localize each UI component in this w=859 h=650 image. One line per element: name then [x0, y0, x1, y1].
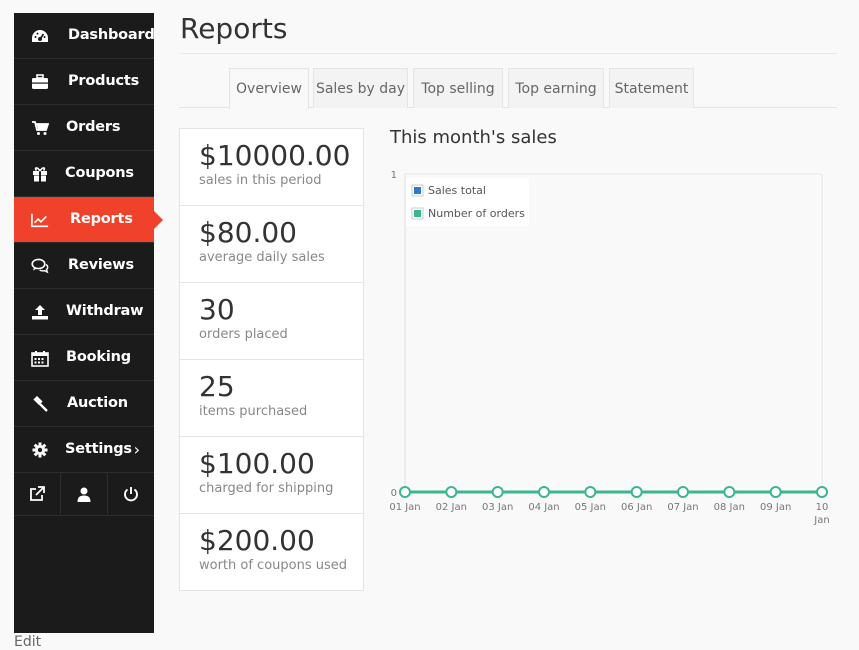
- stat-caption: items purchased: [199, 404, 308, 419]
- stat-caption: sales in this period: [199, 173, 322, 188]
- sidebar-item-reviews[interactable]: Reviews: [14, 243, 154, 289]
- stat-average-daily: $80.00 average daily sales: [180, 206, 363, 283]
- data-point: [816, 486, 828, 498]
- sidebar-item-orders[interactable]: Orders: [14, 105, 154, 151]
- data-point: [769, 486, 782, 498]
- sidebar-bottom-actions: [14, 473, 154, 516]
- x-tick-label: 09 Jan: [760, 502, 791, 513]
- legend-label: Sales total: [428, 184, 486, 197]
- edit-link[interactable]: Edit: [14, 634, 42, 650]
- y-tick-label: 0: [391, 488, 397, 499]
- briefcase-icon: [31, 73, 49, 91]
- sidebar-item-coupons[interactable]: Coupons: [14, 151, 154, 197]
- chart-title: This month's sales: [390, 127, 557, 148]
- data-point: [723, 486, 736, 498]
- data-point: [584, 486, 597, 498]
- tab-top-earning[interactable]: Top earning: [508, 68, 604, 108]
- data-point: [399, 486, 411, 498]
- comments-icon: [31, 257, 49, 275]
- sidebar-item-products[interactable]: Products: [14, 59, 154, 105]
- stat-items-purchased: 25 items purchased: [180, 360, 363, 437]
- stat-value: 30: [199, 293, 235, 326]
- x-tick-label: 10 Jan: [813, 502, 829, 526]
- legend-label: Number of orders: [428, 207, 525, 220]
- report-tabs: Overview Sales by day Top selling Top ea…: [179, 68, 837, 109]
- tab-sales-by-day[interactable]: Sales by day: [313, 68, 408, 108]
- stat-value: $10000.00: [199, 139, 351, 172]
- gavel-icon: [31, 395, 49, 413]
- sales-chart: 0 1 01 Jan 02 Jan 03 Jan 04 Jan 05 Jan 06 Jan 07…: [389, 170, 829, 526]
- sidebar-item-withdraw[interactable]: Withdraw: [14, 289, 154, 335]
- sidebar-item-label: Reviews: [68, 257, 134, 273]
- sidebar-item-label: Orders: [66, 119, 121, 135]
- sidebar-item-label: Auction: [67, 395, 128, 411]
- upload-icon: [31, 303, 49, 321]
- x-tick-label: 02 Jan: [436, 502, 467, 513]
- cart-icon: [31, 119, 49, 137]
- tab-overview[interactable]: Overview: [229, 68, 309, 109]
- stat-value: $80.00: [199, 216, 297, 249]
- x-tick-label: 05 Jan: [575, 502, 606, 513]
- sidebar-item-reports[interactable]: Reports: [14, 197, 163, 243]
- legend-swatch: [414, 187, 421, 194]
- y-tick-label: 1: [391, 170, 397, 181]
- plot-area: [404, 173, 823, 493]
- stats-panel: $10000.00 sales in this period $80.00 av…: [179, 128, 364, 591]
- data-point: [630, 486, 643, 498]
- x-tick-label: 08 Jan: [714, 502, 745, 513]
- stat-value: $200.00: [199, 524, 315, 557]
- sidebar-item-label: Coupons: [65, 165, 134, 181]
- legend-box: [406, 178, 529, 226]
- stat-value: 25: [199, 370, 235, 403]
- stat-caption: orders placed: [199, 327, 288, 342]
- sidebar-item-label: Dashboard: [68, 27, 155, 43]
- sidebar-item-dashboard[interactable]: Dashboard: [14, 13, 155, 59]
- stat-value: $100.00: [199, 447, 315, 480]
- gift-icon: [31, 165, 49, 183]
- stat-caption: worth of coupons used: [199, 558, 348, 573]
- dashboard-icon: [31, 27, 49, 45]
- chart-line-icon: [31, 211, 49, 229]
- power-icon[interactable]: [108, 473, 154, 515]
- sidebar-item-auction[interactable]: Auction: [14, 381, 154, 427]
- data-point: [491, 486, 504, 498]
- x-tick-label: 06 Jan: [621, 502, 652, 513]
- sidebar-item-label: Reports: [70, 211, 133, 227]
- user-icon[interactable]: [61, 473, 108, 515]
- stat-sales-period: $10000.00 sales in this period: [180, 129, 363, 206]
- sidebar-item-label: Booking: [66, 349, 131, 365]
- sidebar-item-label: Settings: [65, 441, 132, 457]
- sidebar-item-booking[interactable]: Booking: [14, 335, 154, 381]
- data-point: [677, 486, 689, 498]
- sidebar-item-settings[interactable]: Settings ›: [14, 427, 154, 473]
- x-tick-label: 03 Jan: [482, 502, 513, 513]
- gear-icon: [31, 441, 49, 459]
- tab-top-selling[interactable]: Top selling: [413, 68, 503, 108]
- sidebar-item-label: Withdraw: [66, 303, 144, 319]
- x-tick-label: 04 Jan: [528, 502, 559, 513]
- legend-swatch: [414, 210, 421, 217]
- data-point: [538, 486, 550, 498]
- external-link-icon[interactable]: [14, 473, 61, 515]
- page-title: Reports: [180, 12, 288, 45]
- data-point: [445, 486, 458, 498]
- stat-orders-placed: 30 orders placed: [180, 283, 363, 360]
- stat-coupons: $200.00 worth of coupons used: [180, 514, 363, 591]
- tab-statement[interactable]: Statement: [609, 68, 694, 108]
- stat-caption: average daily sales: [199, 250, 325, 265]
- sidebar-item-label: Products: [68, 73, 139, 89]
- dashboard-sidebar: Dashboard Products Orders Coupons Report…: [14, 13, 163, 633]
- stat-caption: charged for shipping: [199, 481, 334, 496]
- chevron-right-icon: ›: [133, 440, 140, 459]
- calendar-icon: [31, 349, 49, 367]
- x-tick-label: 07 Jan: [667, 502, 698, 513]
- x-tick-label: 01 Jan: [389, 502, 420, 513]
- title-divider: [180, 53, 837, 54]
- stat-shipping: $100.00 charged for shipping: [180, 437, 363, 514]
